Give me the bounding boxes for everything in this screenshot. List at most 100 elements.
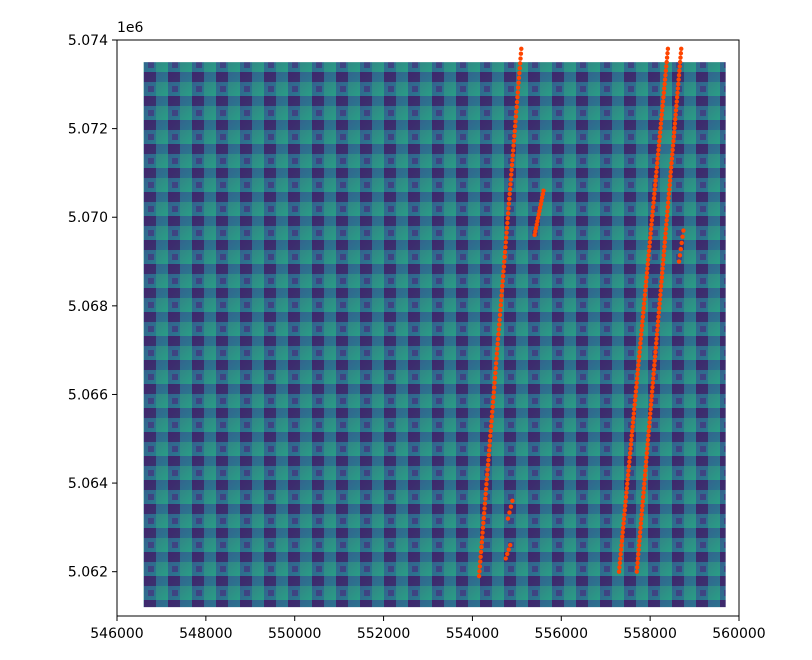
scatter-point [656, 314, 661, 320]
scatter-point [632, 398, 638, 403]
scatter-point [655, 323, 660, 328]
scatter-point [676, 77, 681, 82]
scatter-point [481, 511, 487, 516]
scatter-point [517, 70, 522, 76]
scatter-point [486, 452, 491, 458]
scatter-point [643, 464, 648, 469]
scatter-point [649, 218, 655, 223]
scatter-point [651, 196, 657, 201]
x-tick-label: 546000 [90, 626, 143, 642]
scatter-point [646, 428, 651, 434]
scatter-point [518, 56, 523, 61]
scatter-point [486, 448, 492, 453]
scatter-point [482, 506, 487, 511]
scatter-point [665, 204, 671, 210]
scatter-point [667, 187, 672, 192]
scatter-point [671, 130, 677, 135]
scatter-point [678, 246, 683, 252]
y-tick-label: 5.072 [68, 122, 108, 138]
scatter-point [639, 507, 645, 513]
scatter-point [664, 218, 669, 223]
scatter-point [646, 257, 651, 262]
scatter-point [484, 477, 490, 482]
scatter-point [634, 565, 640, 570]
scatter-point [658, 283, 664, 289]
scatter-point [480, 525, 486, 530]
scatter-point [644, 450, 650, 456]
scatter-point [486, 457, 491, 463]
scatter-point [484, 482, 489, 487]
scatter-point [512, 128, 517, 134]
scatter-point [657, 134, 662, 139]
scatter-point [648, 235, 653, 240]
scatter-point [664, 222, 669, 227]
scatter-point [650, 380, 656, 385]
scatter-point [633, 389, 639, 394]
scatter-point [647, 415, 653, 421]
scatter-point [653, 174, 659, 179]
scatter-point [637, 349, 642, 355]
scatter-point [662, 244, 667, 249]
scatter-point [666, 196, 671, 201]
x-tick-label: 548000 [179, 626, 232, 642]
scatter-point [636, 543, 642, 548]
y-tick-label: 5.064 [68, 476, 108, 492]
scatter-point [541, 188, 546, 193]
scatter-point [515, 90, 521, 95]
scatter-point [642, 297, 647, 302]
scatter-point [629, 437, 634, 443]
scatter-point [618, 556, 623, 561]
scatter-point [677, 68, 682, 74]
scatter-point [639, 332, 644, 337]
scatter-point [652, 362, 657, 368]
scatter-point [663, 73, 668, 78]
scatter-point [641, 310, 646, 315]
scatter-point [651, 367, 657, 372]
scatter-point [649, 398, 654, 403]
scatter-point [507, 196, 512, 202]
scatter-point [643, 459, 649, 465]
scatter-point [631, 415, 636, 421]
scatter-point [656, 310, 662, 315]
x-tick-label: 554000 [446, 626, 499, 642]
scatter-point [636, 358, 641, 364]
scatter-point [507, 542, 513, 548]
scatter-point [661, 90, 667, 95]
scatter-point [631, 411, 637, 416]
scatter-point [648, 406, 653, 412]
scatter-point [652, 354, 658, 359]
scatter-point [514, 99, 520, 105]
scatter-point [628, 446, 633, 451]
scatter-point [636, 551, 641, 557]
scatter-point [489, 419, 494, 424]
scatter-point [616, 569, 622, 574]
scatter-point [641, 490, 646, 495]
scatter-point [494, 351, 500, 356]
scatter-point [662, 86, 667, 91]
scatter-point [657, 297, 663, 302]
scatter-point [627, 455, 632, 460]
scatter-point [664, 55, 670, 60]
scatter-point [634, 569, 640, 574]
scatter-point [538, 202, 543, 207]
scatter-point [659, 112, 664, 117]
scatter-point [653, 345, 659, 350]
scatter-point [649, 393, 654, 399]
scatter-point [632, 402, 637, 407]
scatter-point [489, 414, 495, 419]
y-tick-label: 5.066 [68, 387, 108, 403]
scatter-point [617, 560, 623, 566]
scatter-point [502, 249, 508, 255]
scatter-point [630, 420, 636, 425]
scatter-point [678, 51, 684, 56]
scatter-point [620, 525, 626, 530]
scatter-point [509, 167, 514, 172]
scatter-point [491, 394, 496, 400]
scatter-point [676, 81, 681, 87]
scatter-point [500, 278, 505, 284]
scatter-point [495, 346, 500, 351]
scatter-point [623, 503, 628, 508]
scatter-point [670, 143, 676, 148]
scatter-point [634, 376, 640, 381]
scatter-point [490, 399, 496, 405]
